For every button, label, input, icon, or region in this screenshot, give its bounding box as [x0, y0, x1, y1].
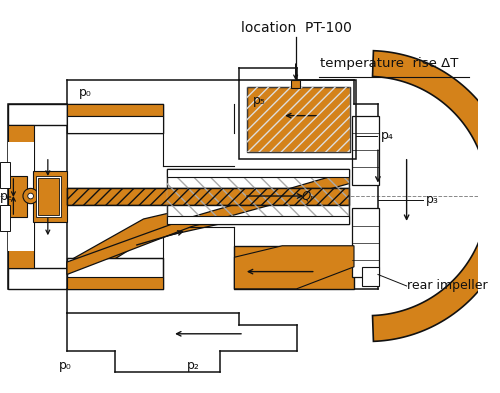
- Bar: [0, 162, 10, 188]
- Text: p₅: p₅: [252, 94, 266, 107]
- Bar: [34, 171, 67, 222]
- Bar: [168, 169, 349, 224]
- Bar: [8, 142, 34, 251]
- Bar: [38, 178, 60, 215]
- Polygon shape: [372, 51, 500, 342]
- Bar: [67, 188, 349, 205]
- Text: p₀: p₀: [78, 86, 91, 99]
- Text: Qᵣ: Qᵣ: [302, 189, 314, 202]
- Bar: [67, 188, 349, 205]
- Bar: [8, 157, 34, 236]
- Bar: [168, 216, 349, 224]
- Bar: [67, 277, 162, 289]
- Text: p₄: p₄: [381, 129, 394, 142]
- Bar: [352, 116, 379, 185]
- Bar: [239, 80, 356, 159]
- Circle shape: [28, 193, 34, 199]
- Text: temperature  rise ΔT: temperature rise ΔT: [320, 57, 458, 70]
- Text: rear impeller: rear impeller: [406, 279, 487, 292]
- Polygon shape: [67, 171, 349, 274]
- Text: p₀: p₀: [60, 359, 72, 372]
- Bar: [8, 268, 67, 289]
- Bar: [362, 267, 379, 286]
- Bar: [67, 104, 162, 116]
- Bar: [0, 205, 10, 231]
- Bar: [168, 169, 349, 177]
- Bar: [247, 87, 350, 152]
- Bar: [247, 87, 350, 152]
- Bar: [8, 176, 27, 217]
- Text: pₑ: pₑ: [0, 189, 13, 202]
- Text: location  PT-100: location PT-100: [241, 21, 352, 35]
- Bar: [8, 104, 67, 125]
- Bar: [67, 258, 162, 289]
- Bar: [352, 208, 379, 277]
- Text: p₂: p₂: [186, 359, 200, 372]
- Polygon shape: [234, 246, 354, 289]
- Bar: [36, 176, 61, 217]
- Bar: [8, 125, 34, 268]
- Circle shape: [23, 188, 38, 204]
- Bar: [8, 104, 67, 289]
- Bar: [67, 116, 162, 133]
- Text: p₃: p₃: [426, 193, 438, 206]
- Bar: [291, 80, 300, 88]
- Bar: [67, 104, 162, 133]
- Polygon shape: [67, 171, 349, 289]
- Polygon shape: [234, 246, 354, 289]
- Bar: [168, 169, 349, 224]
